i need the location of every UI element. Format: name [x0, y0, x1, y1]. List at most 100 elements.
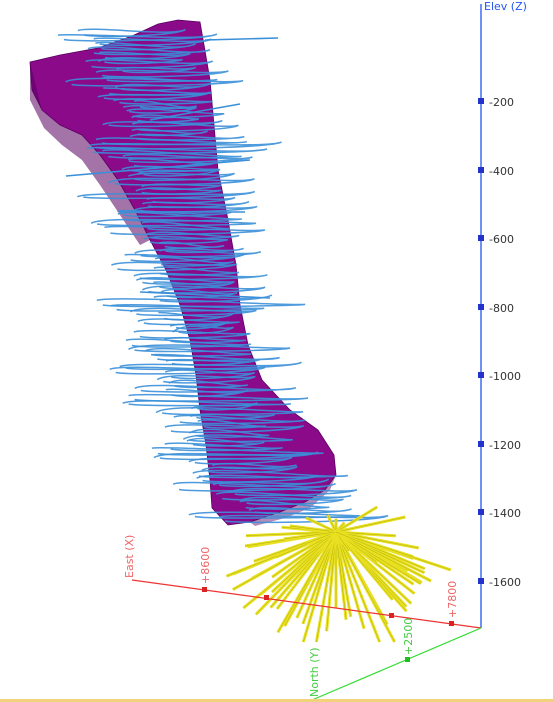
drill-hole-trace[interactable]: [137, 318, 240, 326]
drill-hole-trace[interactable]: [134, 384, 297, 393]
east-tick-marker: [264, 595, 269, 600]
drill-hole-trace[interactable]: [212, 462, 297, 470]
drill-hole-trace[interactable]: [137, 168, 221, 177]
radial-drill-hole-outline: [232, 531, 337, 590]
drill-hole-trace[interactable]: [98, 56, 183, 65]
elevation-tick: -1200: [478, 439, 521, 452]
radial-drill-hole-outline: [289, 525, 337, 533]
drill-hole-trace[interactable]: [65, 159, 251, 177]
drill-hole-trace[interactable]: [172, 481, 336, 492]
drill-hole-trace[interactable]: [154, 256, 235, 267]
drill-hole-trace[interactable]: [218, 514, 389, 524]
drill-hole-trace[interactable]: [76, 190, 256, 200]
drill-hole-trace[interactable]: [188, 511, 360, 519]
drill-hole-trace[interactable]: [191, 402, 258, 411]
drill-hole-trace[interactable]: [190, 413, 275, 420]
drill-hole-trace[interactable]: [141, 221, 230, 231]
drill-hole-trace[interactable]: [113, 98, 213, 105]
drill-hole-trace[interactable]: [126, 108, 225, 119]
drill-hole-trace[interactable]: [201, 465, 298, 474]
drill-hole-trace[interactable]: [130, 307, 257, 317]
elevation-tick-label: -400: [489, 165, 514, 178]
drill-hole-trace[interactable]: [212, 478, 330, 488]
drill-hole-trace[interactable]: [164, 369, 256, 380]
elevation-tick: -1000: [478, 370, 521, 383]
drill-hole-trace[interactable]: [133, 272, 268, 281]
elevation-axis: Elev (Z) -200 -400 -600 -800 -1000 -1200…: [478, 0, 527, 628]
orebody-lower-shade: [250, 475, 336, 526]
drill-hole-trace[interactable]: [172, 325, 234, 335]
radial-drill-fan[interactable]: [225, 505, 452, 643]
drill-hole-trace[interactable]: [153, 281, 235, 290]
drill-hole-trace[interactable]: [96, 298, 306, 308]
radial-drill-hole-outline: [271, 531, 337, 593]
elevation-tick-label: -1200: [489, 439, 521, 452]
drill-hole-trace[interactable]: [141, 183, 222, 191]
drill-hole-trace[interactable]: [110, 304, 265, 312]
drill-hole-trace[interactable]: [119, 361, 302, 371]
drill-hole-traces[interactable]: [57, 28, 389, 524]
radial-drill-hole-outline: [277, 531, 337, 633]
drill-hole-trace[interactable]: [197, 419, 266, 429]
drill-hole-trace[interactable]: [149, 103, 241, 121]
drill-hole-trace[interactable]: [153, 294, 273, 303]
drill-hole-trace[interactable]: [156, 375, 256, 384]
drill-hole-trace[interactable]: [65, 77, 244, 87]
drill-hole-trace[interactable]: [240, 496, 344, 506]
drill-hole-trace[interactable]: [144, 231, 240, 240]
drill-hole-trace[interactable]: [90, 218, 257, 227]
elevation-tick: -1400: [478, 507, 521, 520]
drill-hole-trace[interactable]: [125, 338, 252, 348]
drill-hole-trace[interactable]: [182, 434, 293, 443]
drill-hole-trace[interactable]: [122, 400, 291, 407]
drill-hole-trace[interactable]: [87, 46, 211, 56]
drill-hole-trace[interactable]: [159, 247, 244, 254]
drill-hole-trace[interactable]: [57, 33, 218, 42]
drill-hole-trace[interactable]: [122, 104, 197, 114]
radial-drill-hole-outline: [335, 516, 406, 533]
elevation-tick-label: -1400: [489, 507, 521, 520]
drill-hole-trace[interactable]: [189, 428, 270, 438]
drill-hole-trace[interactable]: [104, 225, 266, 236]
drill-hole-trace[interactable]: [144, 347, 252, 357]
elevation-tick: -1600: [478, 576, 521, 589]
drill-hole-trace[interactable]: [128, 344, 291, 353]
drill-hole-trace[interactable]: [164, 442, 283, 452]
drill-hole-trace[interactable]: [136, 277, 235, 285]
drill-hole-trace[interactable]: [102, 119, 223, 128]
drill-hole-trace[interactable]: [95, 41, 197, 51]
drill-hole-trace[interactable]: [169, 320, 229, 330]
drill-hole-trace[interactable]: [111, 261, 238, 272]
drill-hole-trace[interactable]: [153, 266, 240, 276]
drill-hole-trace[interactable]: [239, 499, 330, 510]
drill-hole-trace[interactable]: [95, 69, 229, 78]
drill-hole-trace[interactable]: [164, 424, 304, 434]
drill-hole-trace[interactable]: [160, 288, 238, 299]
drill-hole-trace[interactable]: [143, 235, 229, 245]
drill-hole-trace[interactable]: [204, 37, 279, 41]
elevation-tick-label: -1000: [489, 370, 521, 383]
drill-hole-trace[interactable]: [124, 253, 246, 263]
drill-hole-trace[interactable]: [131, 128, 208, 137]
drill-hole-trace[interactable]: [133, 99, 197, 110]
drill-hole-trace[interactable]: [116, 66, 197, 74]
drill-hole-trace[interactable]: [102, 149, 242, 159]
drill-hole-trace[interactable]: [141, 285, 266, 294]
drill-hole-trace[interactable]: [99, 51, 191, 60]
drill-hole-trace[interactable]: [109, 366, 266, 375]
drill-hole-trace[interactable]: [86, 146, 268, 155]
drill-hole-trace[interactable]: [186, 437, 265, 447]
east-tick: +8600: [199, 547, 212, 592]
drill-hole-trace[interactable]: [121, 165, 219, 173]
drill-hole-trace[interactable]: [128, 172, 235, 182]
drill-hole-trace[interactable]: [228, 487, 358, 497]
drill-hole-trace[interactable]: [139, 291, 271, 299]
drill-hole-trace[interactable]: [168, 379, 248, 389]
drill-hole-trace[interactable]: [117, 211, 242, 222]
drill-hole-trace[interactable]: [100, 76, 218, 83]
drill-hole-trace[interactable]: [192, 469, 349, 479]
drill-hole-trace[interactable]: [173, 414, 306, 425]
drill-hole-trace[interactable]: [122, 153, 253, 164]
drill-hole-trace[interactable]: [151, 446, 324, 456]
